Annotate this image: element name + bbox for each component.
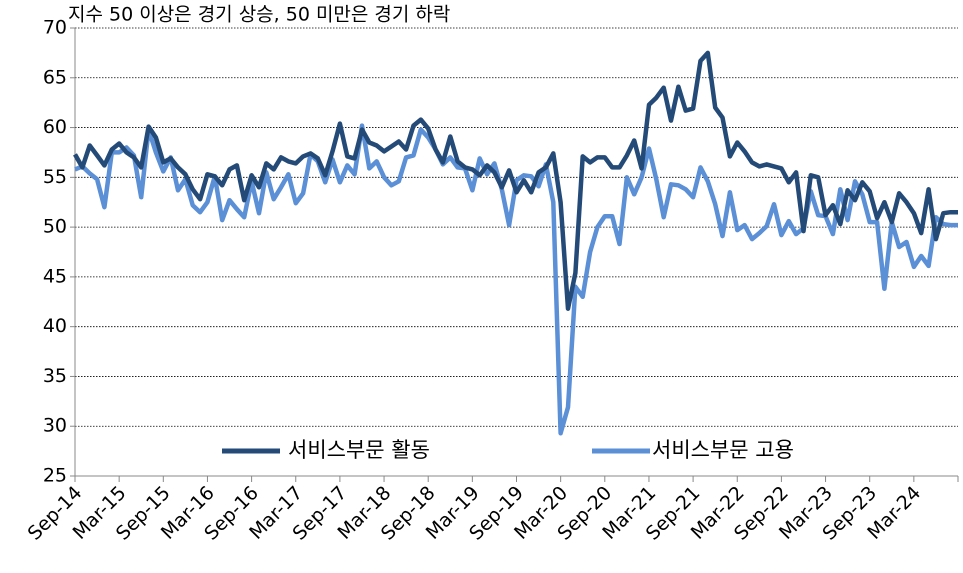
y-tick-label: 60 xyxy=(43,116,67,138)
y-tick-label: 50 xyxy=(43,216,67,238)
legend-label: 서비스부문 활동 xyxy=(288,438,430,462)
chart-title: 지수 50 이상은 경기 상승, 50 미만은 경기 하락 xyxy=(68,4,450,26)
series-line xyxy=(74,123,958,436)
y-tick-label: 70 xyxy=(43,17,67,39)
y-tick-label: 25 xyxy=(43,465,67,487)
y-tick-label: 35 xyxy=(43,365,67,387)
y-tick-label: 55 xyxy=(43,166,67,188)
y-tick-label: 65 xyxy=(43,66,67,88)
y-tick-label: 45 xyxy=(43,265,67,287)
legend-label: 서비스부문 고용 xyxy=(652,438,794,462)
series-line xyxy=(73,50,958,311)
y-tick-label: 30 xyxy=(43,415,67,437)
y-tick-label: 40 xyxy=(43,315,67,337)
